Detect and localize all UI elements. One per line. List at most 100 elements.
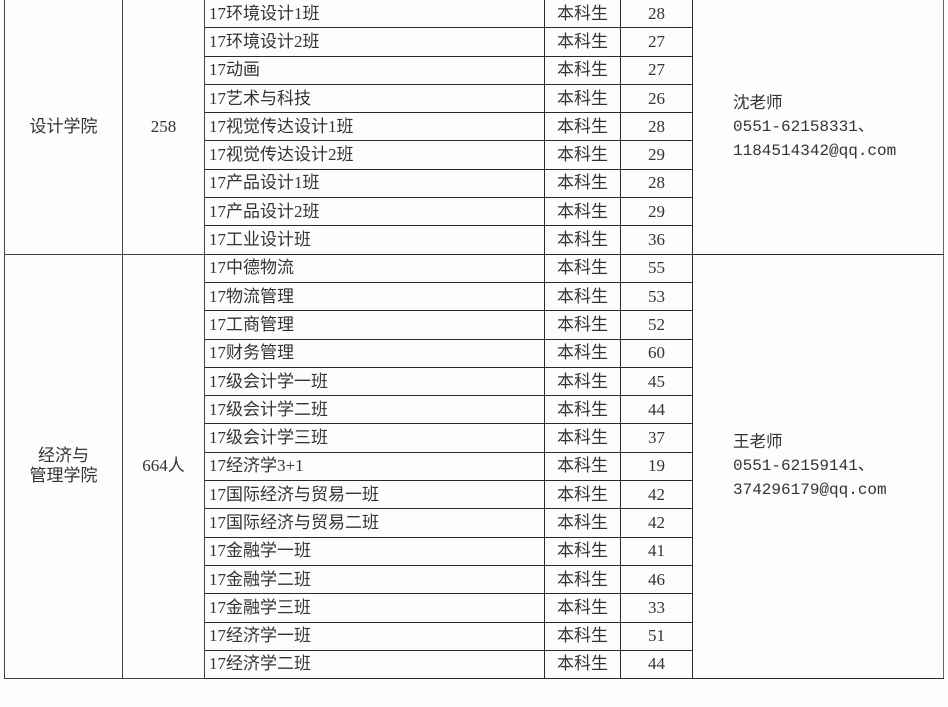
table-row: 17动画 本科生 27: [5, 55, 944, 85]
contact-phone: 0551-62158331、: [733, 117, 874, 136]
student-count: 41: [620, 536, 693, 566]
table-row: 17工商管理 本科生 52: [5, 310, 944, 340]
table-row: 17经济学3+1 本科生 19: [5, 451, 944, 482]
class-name: 17级会计学二班: [204, 395, 545, 425]
class-name: 17产品设计2班: [204, 197, 545, 227]
class-name: 17动画: [204, 55, 545, 85]
table-row: 17经济学二班 本科生 44: [5, 649, 944, 680]
table-row: 17产品设计2班 本科生 29: [5, 197, 944, 227]
student-count: 60: [620, 338, 693, 368]
class-name: 17产品设计1班: [204, 168, 545, 199]
table-row: 17经济学一班 本科生 51: [5, 621, 944, 651]
contact-name: 王老师: [733, 432, 783, 452]
student-count: 51: [620, 621, 693, 651]
student-type: 本科生: [544, 395, 621, 425]
student-type: 本科生: [544, 593, 621, 623]
contact-email: 374296179@qq.com: [733, 481, 887, 500]
student-type: 本科生: [544, 621, 621, 651]
class-name: 17中德物流: [204, 253, 545, 283]
student-type: 本科生: [544, 423, 621, 453]
student-type: 本科生: [544, 253, 621, 283]
student-type: 本科生: [544, 0, 621, 29]
student-type: 本科生: [544, 27, 621, 57]
student-count: 42: [620, 480, 693, 510]
class-name: 17环境设计1班: [204, 0, 545, 29]
student-count: 28: [620, 112, 693, 142]
student-count: 53: [620, 281, 693, 312]
table-row: 17产品设计1班 本科生 28: [5, 168, 944, 199]
table-row: 17财务管理 本科生 60: [5, 338, 944, 368]
table-row: 17金融学二班 本科生 46: [5, 564, 944, 595]
student-count: 27: [620, 27, 693, 57]
student-count: 37: [620, 423, 693, 453]
class-name: 17视觉传达设计2班: [204, 140, 545, 170]
class-name: 17艺术与科技: [204, 83, 545, 114]
student-count: 45: [620, 366, 693, 397]
class-name: 17经济学3+1: [204, 451, 545, 482]
student-type: 本科生: [544, 451, 621, 482]
class-name: 17国际经济与贸易一班: [204, 480, 545, 510]
college-cell: 经济与 管理学院: [4, 253, 123, 680]
class-name: 17国际经济与贸易二班: [204, 508, 545, 538]
table-row: 经济与 管理学院 664人 17中德物流 本科生 55 王老师 0551-62159141…: [4, 253, 944, 680]
college-cell: 设计学院: [4, 0, 123, 255]
table-row: 17级会计学三班 本科生 37: [5, 423, 944, 453]
class-name: 17物流管理: [204, 281, 545, 312]
table-row: 17环境设计2班 本科生 27: [5, 27, 944, 57]
table-row: 17金融学三班 本科生 33: [5, 593, 944, 623]
class-name: 17环境设计2班: [204, 27, 545, 57]
student-count: 44: [620, 649, 693, 680]
student-type: 本科生: [544, 508, 621, 538]
contact-cell: 王老师 0551-62159141、 374296179@qq.com: [692, 253, 944, 680]
student-type: 本科生: [544, 281, 621, 312]
college-name: 设计学院: [29, 116, 98, 136]
class-name: 17视觉传达设计1班: [204, 112, 545, 142]
table-row: 17艺术与科技 本科生 26: [5, 83, 944, 114]
table-row: 17国际经济与贸易二班 本科生 42: [5, 508, 944, 538]
student-count: 36: [620, 225, 693, 255]
class-name: 17级会计学三班: [204, 423, 545, 453]
student-type: 本科生: [544, 310, 621, 340]
class-name: 17经济学一班: [204, 621, 545, 651]
class-name: 17工商管理: [204, 310, 545, 340]
student-type: 本科生: [544, 366, 621, 397]
contact-email: 1184514342@qq.com: [733, 141, 897, 160]
contact-phone: 0551-62159141、: [733, 457, 874, 476]
student-count: 44: [620, 395, 693, 425]
student-count: 29: [620, 140, 693, 170]
table-row: 17国际经济与贸易一班 本科生 42: [5, 480, 944, 510]
student-count: 29: [620, 197, 693, 227]
student-type: 本科生: [544, 338, 621, 368]
student-type: 本科生: [544, 564, 621, 595]
table-row: 17视觉传达设计1班 本科生 28: [5, 112, 944, 142]
student-type: 本科生: [544, 536, 621, 566]
student-type: 本科生: [544, 140, 621, 170]
table-row: 设计学院 258 17环境设计1班 本科生 28 沈老师 0551-62158331、 …: [4, 0, 944, 255]
class-name: 17金融学二班: [204, 564, 545, 595]
student-count: 46: [620, 564, 693, 595]
student-count: 19: [620, 451, 693, 482]
college-total: 258: [122, 0, 205, 255]
contact-cell: 沈老师 0551-62158331、 1184514342@qq.com: [692, 0, 944, 255]
contact-name: 沈老师: [733, 92, 783, 112]
student-count: 42: [620, 508, 693, 538]
student-count: 28: [620, 0, 693, 29]
class-name: 17金融学一班: [204, 536, 545, 566]
student-count: 28: [620, 168, 693, 199]
class-name: 17工业设计班: [204, 225, 545, 255]
class-name: 17经济学二班: [204, 649, 545, 680]
class-name: 17级会计学一班: [204, 366, 545, 397]
student-count: 55: [620, 253, 693, 283]
student-type: 本科生: [544, 197, 621, 227]
student-count: 26: [620, 83, 693, 114]
student-count: 52: [620, 310, 693, 340]
enrollment-table: 设计学院 258 17环境设计1班 本科生 28 沈老师 0551-62158331、 …: [4, 0, 944, 680]
table-row: 17视觉传达设计2班 本科生 29: [5, 140, 944, 170]
student-count: 27: [620, 55, 693, 85]
student-type: 本科生: [544, 480, 621, 510]
college-total: 664人: [122, 253, 205, 680]
student-type: 本科生: [544, 112, 621, 142]
college-name-line: 经济与: [38, 446, 89, 466]
table-row: 17金融学一班 本科生 41: [5, 536, 944, 566]
class-name: 17金融学三班: [204, 593, 545, 623]
